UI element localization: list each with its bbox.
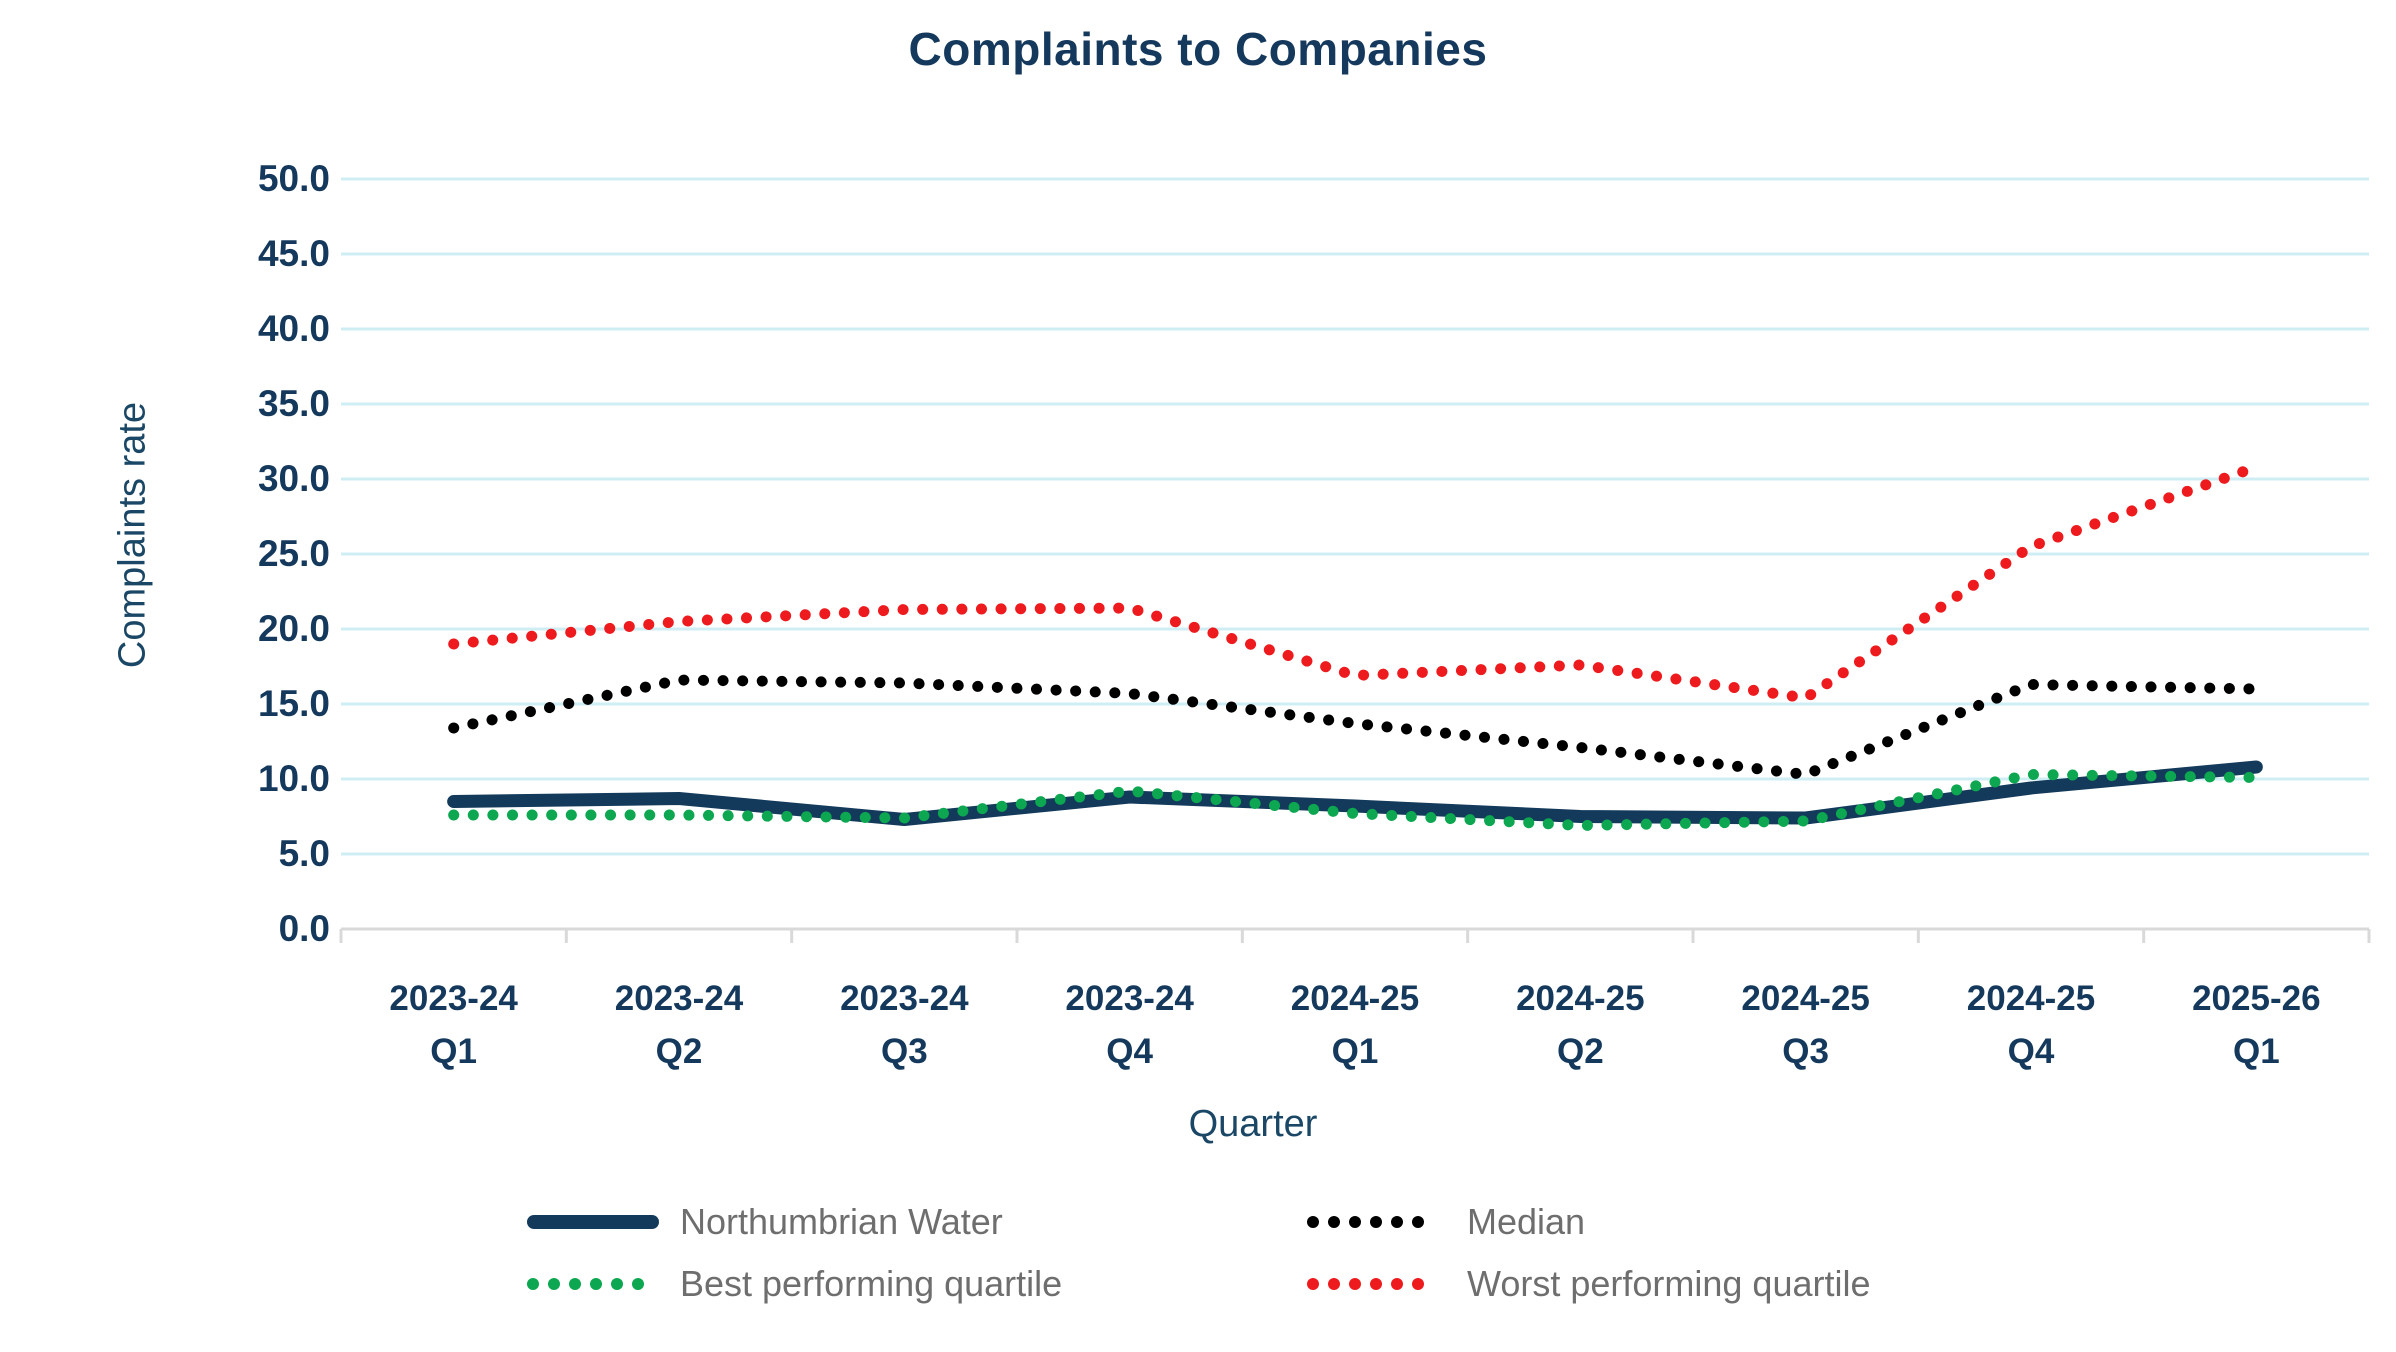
legend-dot bbox=[548, 1278, 560, 1290]
series-line-northumbrian-water bbox=[447, 760, 2263, 826]
legend-dot bbox=[590, 1278, 602, 1290]
x-tick-line: 2024-25 bbox=[1290, 979, 1420, 1018]
series-line-worst-performing-quartile bbox=[448, 461, 2262, 704]
legend-dot bbox=[632, 1278, 644, 1290]
x-tick-label: 2024-25 Q2 bbox=[1467, 972, 1693, 1078]
x-tick-line: 2023-24 bbox=[614, 979, 744, 1018]
legend-dot bbox=[527, 1278, 539, 1290]
legend-swatch-best-performing-quartile bbox=[527, 1262, 644, 1306]
legend-dot bbox=[1307, 1278, 1319, 1290]
x-tick-label: 2025-26 Q1 bbox=[2143, 972, 2369, 1078]
y-tick-label: 15.0 bbox=[257, 683, 330, 724]
legend-line-sample bbox=[527, 1215, 659, 1229]
y-tick-label: 20.0 bbox=[257, 608, 330, 649]
legend-row: Best performing quartile Worst performing… bbox=[0, 1262, 2396, 1306]
legend-dot bbox=[1307, 1216, 1319, 1228]
legend-dot bbox=[611, 1278, 623, 1290]
legend-dots-sample bbox=[527, 1278, 644, 1290]
legend-dot bbox=[1391, 1216, 1403, 1228]
x-tick-line: 2025-26 bbox=[2192, 979, 2321, 1018]
legend-dot bbox=[1412, 1216, 1424, 1228]
y-tick-label: 50.0 bbox=[257, 158, 330, 199]
x-tick-line: 2023-24 bbox=[389, 979, 518, 1018]
x-tick-label: 2023-24 Q2 bbox=[566, 972, 792, 1078]
x-tick-label: 2023-24 Q1 bbox=[341, 972, 567, 1078]
x-tick-line: Q3 bbox=[880, 1032, 928, 1071]
y-axis-title: Complaints rate bbox=[111, 401, 154, 669]
legend-label: Worst performing quartile bbox=[1467, 1263, 1871, 1304]
y-tick-label: 40.0 bbox=[257, 308, 330, 349]
legend-dot bbox=[1328, 1278, 1340, 1290]
x-tick-line: Q2 bbox=[655, 1032, 703, 1071]
y-tick-label: 0.0 bbox=[278, 908, 330, 949]
x-tick-line: Q4 bbox=[2007, 1032, 2055, 1071]
legend-swatch-northumbrian-water bbox=[527, 1200, 659, 1244]
y-tick-label: 35.0 bbox=[257, 383, 330, 424]
x-tick-label: 2023-24 Q4 bbox=[1017, 972, 1243, 1078]
x-tick-line: 2023-24 bbox=[840, 979, 969, 1018]
x-tick-line: Q1 bbox=[2232, 1032, 2280, 1071]
y-tick-label: 5.0 bbox=[278, 833, 330, 874]
x-tick-line: Q1 bbox=[1331, 1032, 1379, 1071]
legend-label: Median bbox=[1467, 1201, 1586, 1242]
x-tick-line: Q4 bbox=[1106, 1032, 1153, 1071]
x-tick-label: 2024-25 Q4 bbox=[1918, 972, 2144, 1078]
x-tick-line: 2024-25 bbox=[1741, 979, 1870, 1018]
legend-swatch-median bbox=[1307, 1200, 1424, 1244]
legend-dot bbox=[569, 1278, 581, 1290]
legend-dot bbox=[1349, 1216, 1361, 1228]
series-line-best-performing-quartile bbox=[448, 769, 2262, 831]
x-tick-label: 2024-25 Q3 bbox=[1693, 972, 1919, 1078]
page-title: Complaints to Companies bbox=[908, 23, 1488, 75]
y-tick-label: 30.0 bbox=[257, 458, 330, 499]
x-tick-line: 2024-25 bbox=[1966, 979, 2096, 1018]
legend-label: Northumbrian Water bbox=[680, 1201, 1003, 1242]
legend-dot bbox=[1391, 1278, 1403, 1290]
y-tick-label: 45.0 bbox=[257, 233, 330, 274]
legend-dot bbox=[1412, 1278, 1424, 1290]
x-tick-line: 2023-24 bbox=[1065, 979, 1194, 1018]
x-tick-line: Q3 bbox=[1782, 1032, 1829, 1071]
legend-dot bbox=[1328, 1216, 1340, 1228]
x-tick-label: 2023-24 Q3 bbox=[791, 972, 1017, 1078]
y-tick-label: 25.0 bbox=[257, 533, 330, 574]
legend-dot bbox=[1370, 1278, 1382, 1290]
legend-dot bbox=[1370, 1216, 1382, 1228]
x-tick-line: Q1 bbox=[430, 1032, 477, 1071]
legend-swatch-worst-performing-quartile bbox=[1307, 1262, 1424, 1306]
x-tick-line: Q2 bbox=[1556, 1032, 1604, 1071]
legend-label: Best performing quartile bbox=[680, 1263, 1063, 1304]
x-axis-title: Quarter bbox=[1188, 1103, 1318, 1145]
x-tick-line: 2024-25 bbox=[1516, 979, 1645, 1018]
series-line-median bbox=[448, 674, 2262, 780]
legend-dot bbox=[1349, 1278, 1361, 1290]
x-tick-label: 2024-25 Q1 bbox=[1242, 972, 1468, 1078]
legend-dots-sample bbox=[1307, 1216, 1424, 1228]
legend-row: Northumbrian Water Median bbox=[0, 1200, 2396, 1244]
y-tick-label: 10.0 bbox=[257, 758, 330, 799]
legend-dots-sample bbox=[1307, 1278, 1424, 1290]
